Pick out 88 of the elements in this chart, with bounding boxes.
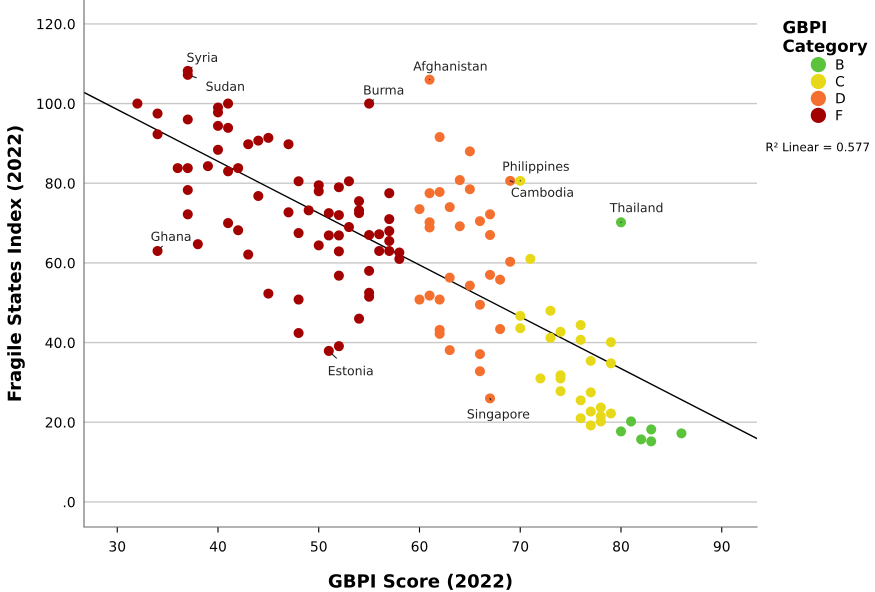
y-tick-label: 100.0 bbox=[37, 98, 75, 110]
annotation: Estonia bbox=[328, 366, 373, 376]
point bbox=[545, 306, 556, 316]
point bbox=[576, 320, 586, 330]
point bbox=[576, 413, 586, 424]
point bbox=[485, 209, 496, 220]
point bbox=[505, 256, 516, 267]
point bbox=[606, 408, 616, 418]
point bbox=[636, 434, 646, 444]
y-tick-label: 120.0 bbox=[37, 18, 75, 30]
annotation: Thailand bbox=[610, 202, 662, 212]
point bbox=[515, 323, 526, 334]
point bbox=[676, 428, 686, 438]
x-axis-title: GBPI Score (2022) bbox=[328, 574, 512, 590]
y-tick-label: .0 bbox=[64, 496, 75, 508]
point bbox=[586, 406, 596, 416]
legend-label: D bbox=[836, 93, 845, 104]
annotation: Sudan bbox=[206, 81, 244, 92]
point bbox=[464, 184, 475, 194]
point bbox=[474, 216, 485, 226]
point bbox=[424, 290, 435, 301]
annotation: Syria bbox=[187, 52, 218, 64]
annotation: Singapore bbox=[468, 408, 530, 422]
point bbox=[576, 334, 586, 345]
point bbox=[535, 373, 546, 384]
point bbox=[454, 175, 465, 186]
text: R² Linear = 0.577 bbox=[766, 142, 869, 152]
point bbox=[464, 280, 475, 291]
point bbox=[434, 186, 445, 198]
point bbox=[474, 300, 485, 310]
point bbox=[515, 176, 526, 186]
point bbox=[586, 420, 596, 430]
point bbox=[646, 424, 656, 434]
point bbox=[505, 176, 516, 186]
y-tick-label: 20.0 bbox=[46, 417, 75, 428]
point bbox=[444, 272, 455, 283]
y-axis-title: Fragile States Index (2022) bbox=[7, 126, 25, 400]
point bbox=[414, 294, 424, 305]
point bbox=[616, 217, 626, 228]
point bbox=[434, 132, 445, 142]
point bbox=[606, 337, 616, 348]
point bbox=[646, 436, 656, 446]
annotation: Philippines bbox=[503, 161, 569, 174]
point bbox=[485, 270, 496, 280]
y-tick-label: 80.0 bbox=[46, 178, 75, 189]
point bbox=[556, 326, 566, 337]
point bbox=[586, 387, 596, 398]
point bbox=[485, 230, 496, 240]
legend-label: C bbox=[836, 76, 844, 87]
point bbox=[515, 310, 526, 321]
point bbox=[545, 332, 556, 343]
y-tick-label: 60.0 bbox=[46, 258, 75, 268]
point bbox=[556, 386, 566, 396]
annotation: Burma bbox=[364, 85, 404, 95]
point bbox=[495, 324, 506, 334]
x-tick-label: 50 bbox=[310, 541, 327, 552]
x-tick-label: 60 bbox=[412, 541, 428, 552]
point bbox=[464, 146, 475, 156]
point bbox=[586, 356, 596, 366]
point bbox=[454, 221, 465, 232]
legend-label: B bbox=[836, 59, 844, 70]
legend-label: F bbox=[836, 110, 842, 120]
point bbox=[485, 393, 496, 404]
point bbox=[495, 274, 506, 285]
point bbox=[444, 202, 455, 212]
point bbox=[434, 294, 445, 305]
point bbox=[474, 349, 485, 360]
point bbox=[444, 345, 455, 356]
point bbox=[596, 402, 606, 413]
x-tick-label: 40 bbox=[210, 541, 226, 552]
x-tick-label: 90 bbox=[714, 541, 730, 552]
point bbox=[576, 395, 586, 406]
x-tick-label: 30 bbox=[109, 541, 126, 552]
point bbox=[626, 416, 636, 426]
legend-title: GBPI Category bbox=[783, 20, 868, 56]
annotation: Ghana bbox=[151, 231, 190, 242]
point bbox=[424, 188, 435, 198]
point bbox=[606, 358, 616, 368]
annotation: Afghanistan bbox=[413, 61, 487, 74]
point bbox=[414, 204, 424, 214]
x-tick-label: 80 bbox=[613, 541, 629, 552]
x-tick-label: 70 bbox=[512, 541, 528, 552]
point bbox=[474, 366, 485, 376]
point bbox=[525, 254, 536, 264]
y-tick-label: 40.0 bbox=[45, 338, 75, 348]
annotation: Cambodia bbox=[512, 187, 573, 197]
point bbox=[424, 74, 435, 85]
point bbox=[616, 426, 626, 436]
